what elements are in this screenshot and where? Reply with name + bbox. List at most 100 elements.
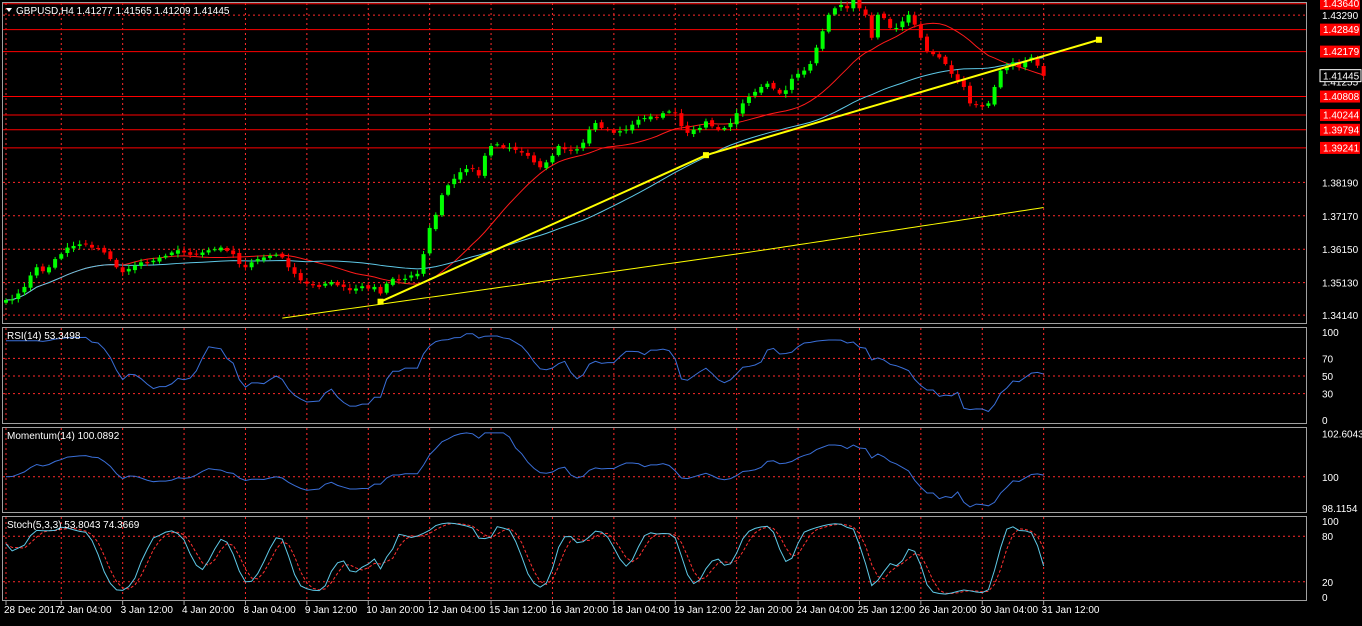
- candle-body: [65, 247, 70, 253]
- candle-body: [556, 145, 561, 156]
- candle-body: [925, 36, 929, 51]
- time-tick-label: 9 Jan 12:00: [305, 605, 358, 616]
- candle-body: [218, 247, 223, 251]
- candle-body: [826, 14, 831, 32]
- current-price-tag: [1319, 69, 1362, 83]
- candle-body: [304, 281, 309, 284]
- candle-body: [22, 286, 27, 293]
- stoch-signal-line: [5, 522, 1045, 595]
- candle-body: [783, 90, 788, 94]
- candle-body: [175, 250, 180, 254]
- candle-body: [845, 5, 850, 9]
- price-tick-label: 1.34140: [1322, 311, 1359, 322]
- time-tick-label: 31 Jan 12:00: [1042, 605, 1100, 616]
- candle-body: [476, 170, 481, 176]
- candle-body: [403, 278, 408, 280]
- candle-body: [974, 104, 979, 106]
- candle-body: [753, 91, 758, 96]
- candle-body: [225, 247, 230, 251]
- candle-body: [311, 284, 315, 286]
- candle-body: [685, 125, 690, 133]
- candle-body: [378, 286, 383, 294]
- candle-body: [679, 113, 684, 127]
- price-tick-label: 1.38190: [1322, 178, 1359, 189]
- candle-body: [249, 262, 254, 268]
- candle-body: [96, 247, 101, 249]
- candle-body: [200, 252, 205, 255]
- stoch-tick-label: 100: [1322, 517, 1339, 528]
- candle-body: [83, 243, 88, 245]
- candle-body: [808, 64, 813, 71]
- candle-body: [243, 264, 248, 268]
- candle-body: [593, 123, 598, 130]
- candle-body: [980, 105, 985, 107]
- time-tick-label: 24 Jan 04:00: [796, 605, 854, 616]
- candle-body: [507, 147, 512, 149]
- candle-body: [182, 250, 187, 253]
- rsi-title: RSI(14) 53.3498: [7, 331, 81, 342]
- candle-body: [869, 15, 874, 38]
- candle-body: [734, 113, 739, 125]
- trendline-anchor: [1095, 36, 1102, 43]
- candle-body: [163, 255, 168, 258]
- candle-body: [937, 54, 942, 58]
- candle-body: [151, 260, 156, 263]
- candle-body: [728, 123, 733, 128]
- time-tick-label: 12 Jan 04:00: [428, 605, 486, 616]
- candle-body: [341, 284, 346, 287]
- candle-body: [280, 253, 285, 258]
- candle-body: [538, 161, 543, 168]
- candle-body: [618, 131, 622, 133]
- price-level-tag: [1320, 141, 1360, 154]
- candle-body: [1035, 58, 1040, 66]
- candle-body: [673, 112, 678, 114]
- candle-body: [120, 267, 125, 273]
- candle-body: [390, 278, 395, 285]
- price-level-tag: [1320, 0, 1360, 10]
- price-level-label: 1.42179: [1323, 47, 1360, 58]
- candle-body: [777, 89, 782, 94]
- candle-body: [998, 70, 1003, 88]
- candle-body: [1041, 66, 1046, 76]
- dropdown-triangle-icon[interactable]: [6, 8, 12, 12]
- candle-body: [89, 244, 94, 248]
- trendline[interactable]: [377, 36, 1102, 305]
- price-level-tag: [1320, 45, 1360, 58]
- candle-body: [439, 195, 444, 216]
- candle-body: [820, 31, 825, 49]
- candle-body: [918, 24, 923, 38]
- candle-body: [347, 288, 352, 291]
- candle-body: [464, 168, 469, 173]
- candle-body: [28, 275, 33, 288]
- candle-body: [943, 56, 948, 65]
- momentum-tick-label: 100: [1322, 473, 1339, 484]
- candle-body: [268, 255, 273, 258]
- candle-body: [433, 214, 438, 230]
- candle-body: [255, 259, 260, 262]
- time-tick-label: 8 Jan 04:00: [243, 605, 296, 616]
- current-price-label: 1.41445: [1323, 72, 1360, 83]
- candle-body: [458, 172, 463, 180]
- candle-body: [108, 251, 113, 260]
- candle-body: [139, 262, 144, 267]
- candle-body: [132, 265, 137, 271]
- candle-body: [642, 118, 647, 120]
- candle-body: [765, 83, 770, 87]
- candle-body: [59, 254, 64, 259]
- time-tick-label: 15 Jan 12:00: [489, 605, 547, 616]
- candle-body: [292, 267, 297, 274]
- candle-body: [660, 113, 665, 118]
- price-level-label: 1.40808: [1323, 92, 1360, 103]
- candle-body: [335, 282, 340, 286]
- candle-body: [525, 152, 530, 156]
- grid-lines: [3, 3, 1306, 600]
- rsi-tick-label: 100: [1322, 328, 1339, 339]
- price-panel-frame: [2, 2, 1307, 324]
- candle-body: [489, 145, 494, 156]
- candle-body: [126, 268, 131, 272]
- candle-body: [636, 119, 641, 125]
- candle-body: [40, 266, 45, 272]
